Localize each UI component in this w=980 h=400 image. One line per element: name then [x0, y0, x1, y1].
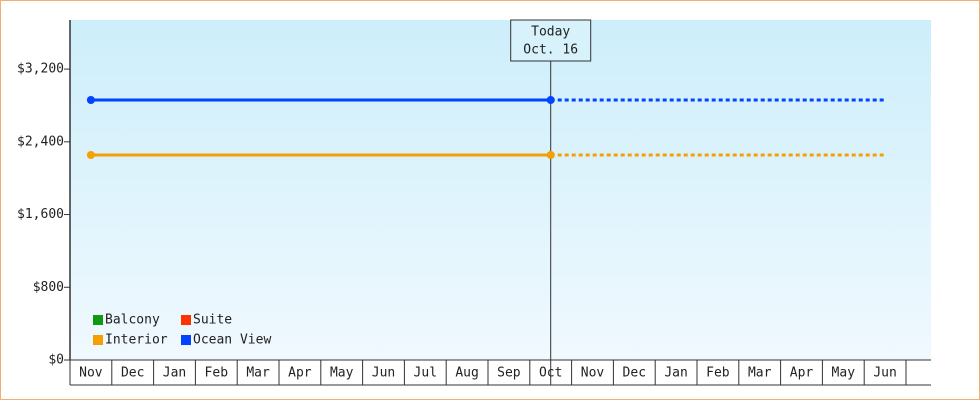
point — [86, 151, 95, 159]
point — [546, 96, 555, 104]
legend-label: Balcony — [105, 313, 160, 328]
x-tick-label: Sep — [497, 366, 521, 381]
today-date: Oct. 16 — [523, 43, 578, 58]
y-tick-label: $800 — [33, 280, 64, 295]
point — [86, 96, 95, 104]
y-tick-label: $2,400 — [17, 134, 64, 149]
x-tick-label: Jan — [664, 366, 687, 381]
x-tick-label: Nov — [581, 366, 605, 381]
plot-area — [70, 20, 931, 360]
y-tick-label: $0 — [48, 353, 64, 368]
y-tick-label: $3,200 — [17, 62, 64, 77]
legend-swatch — [93, 315, 103, 325]
today-box — [510, 19, 592, 62]
x-tick-label: May — [330, 366, 354, 381]
x-tick-label: Mar — [748, 366, 772, 381]
legend-swatch — [181, 335, 191, 345]
point — [546, 151, 555, 159]
x-tick-label: Apr — [288, 366, 312, 381]
x-tick-label: Jun — [873, 366, 896, 381]
x-tick-label: Jan — [163, 366, 186, 381]
x-tick-label: Dec — [623, 366, 646, 381]
x-tick-label: Mar — [246, 366, 270, 381]
x-tick-label: Apr — [790, 366, 814, 381]
legend-label: Interior — [105, 333, 168, 348]
legend-label: Ocean View — [193, 333, 271, 348]
x-tick-label: Feb — [205, 366, 229, 381]
today-title: Today — [531, 25, 570, 40]
y-tick-label: $1,600 — [17, 207, 64, 222]
x-tick-label: Aug — [455, 366, 478, 381]
legend-swatch — [93, 335, 103, 345]
x-tick-label: Nov — [79, 366, 103, 381]
legend-label: Suite — [193, 313, 232, 328]
x-tick-label: Dec — [121, 366, 144, 381]
x-tick-label: Jun — [372, 366, 395, 381]
legend-swatch — [181, 315, 191, 325]
x-tick-label: May — [832, 366, 856, 381]
x-tick-label: Jul — [414, 366, 437, 381]
x-tick-label: Feb — [706, 366, 730, 381]
